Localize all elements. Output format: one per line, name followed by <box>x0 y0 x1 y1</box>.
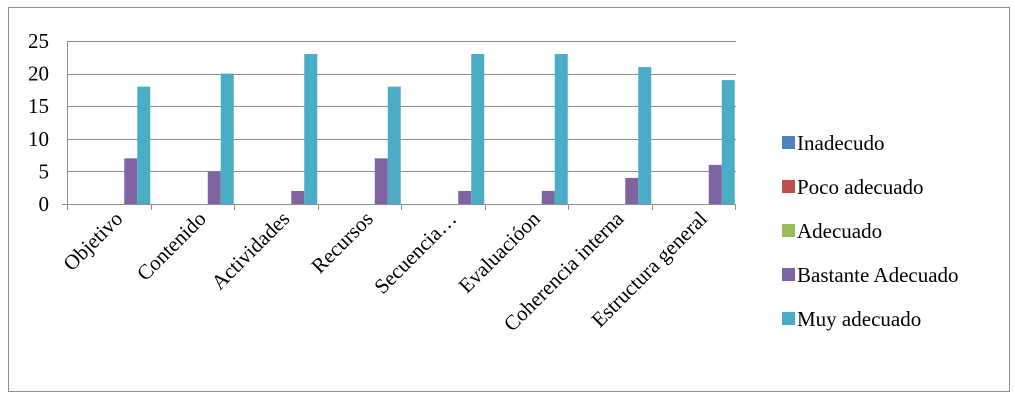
legend-label-poco-adecuado: Poco adecuado <box>797 175 924 199</box>
bar-bastante-adecuado-contenido <box>207 171 221 204</box>
legend-swatch-adecuado <box>782 224 795 237</box>
bar-bastante-adecuado-actividades <box>291 190 305 204</box>
bar-muy-adecuado-objetivo <box>137 86 151 204</box>
bars <box>124 54 735 204</box>
bar-bastante-adecuado-coherencia-interna <box>625 177 639 204</box>
y-tick-label: 10 <box>28 127 49 151</box>
legend-label-adecuado: Adecuado <box>797 219 882 243</box>
legend-label-bastante-adecuado: Bastante Adecuado <box>797 263 959 287</box>
y-tick-label: 20 <box>28 62 49 86</box>
bar-muy-adecuado-actividades <box>304 54 318 204</box>
legend-swatch-bastante-adecuado <box>782 268 795 281</box>
bar-muy-adecuado-secuencia <box>471 54 485 204</box>
bar-muy-adecuado-contenido <box>220 73 234 204</box>
bar-bastante-adecuado-secuencia <box>458 190 472 204</box>
legend: Inadecudo Poco adecuado Adecuado Bastante A… <box>782 131 959 331</box>
legend-label-muy-adecuado: Muy adecuado <box>797 307 921 331</box>
y-tick-labels: 0 5 10 15 20 25 <box>28 29 49 216</box>
bar-bastante-adecuado-evaluacioon <box>541 190 555 204</box>
chart-frame <box>8 7 1010 392</box>
bar-bastante-adecuado-estructura-general <box>708 164 722 204</box>
bar-muy-adecuado-recursos <box>387 86 401 204</box>
legend-label-inadecudo: Inadecudo <box>797 131 884 155</box>
axes <box>62 41 736 210</box>
legend-swatch-muy-adecuado <box>782 312 795 325</box>
y-tick-label: 5 <box>39 159 50 183</box>
bar-muy-adecuado-coherencia-interna <box>638 67 652 204</box>
gridlines <box>68 41 736 172</box>
y-tick-label: 25 <box>28 29 49 53</box>
bar-bastante-adecuado-recursos <box>374 158 388 204</box>
bar-bastante-adecuado-objetivo <box>124 158 138 204</box>
y-tick-label: 0 <box>39 192 50 216</box>
legend-swatch-inadecudo <box>782 136 795 149</box>
bar-muy-adecuado-estructura-general <box>721 80 735 204</box>
legend-swatch-poco-adecuado <box>782 180 795 193</box>
bar-muy-adecuado-evaluacioon <box>554 54 568 204</box>
y-tick-label: 15 <box>28 94 49 118</box>
